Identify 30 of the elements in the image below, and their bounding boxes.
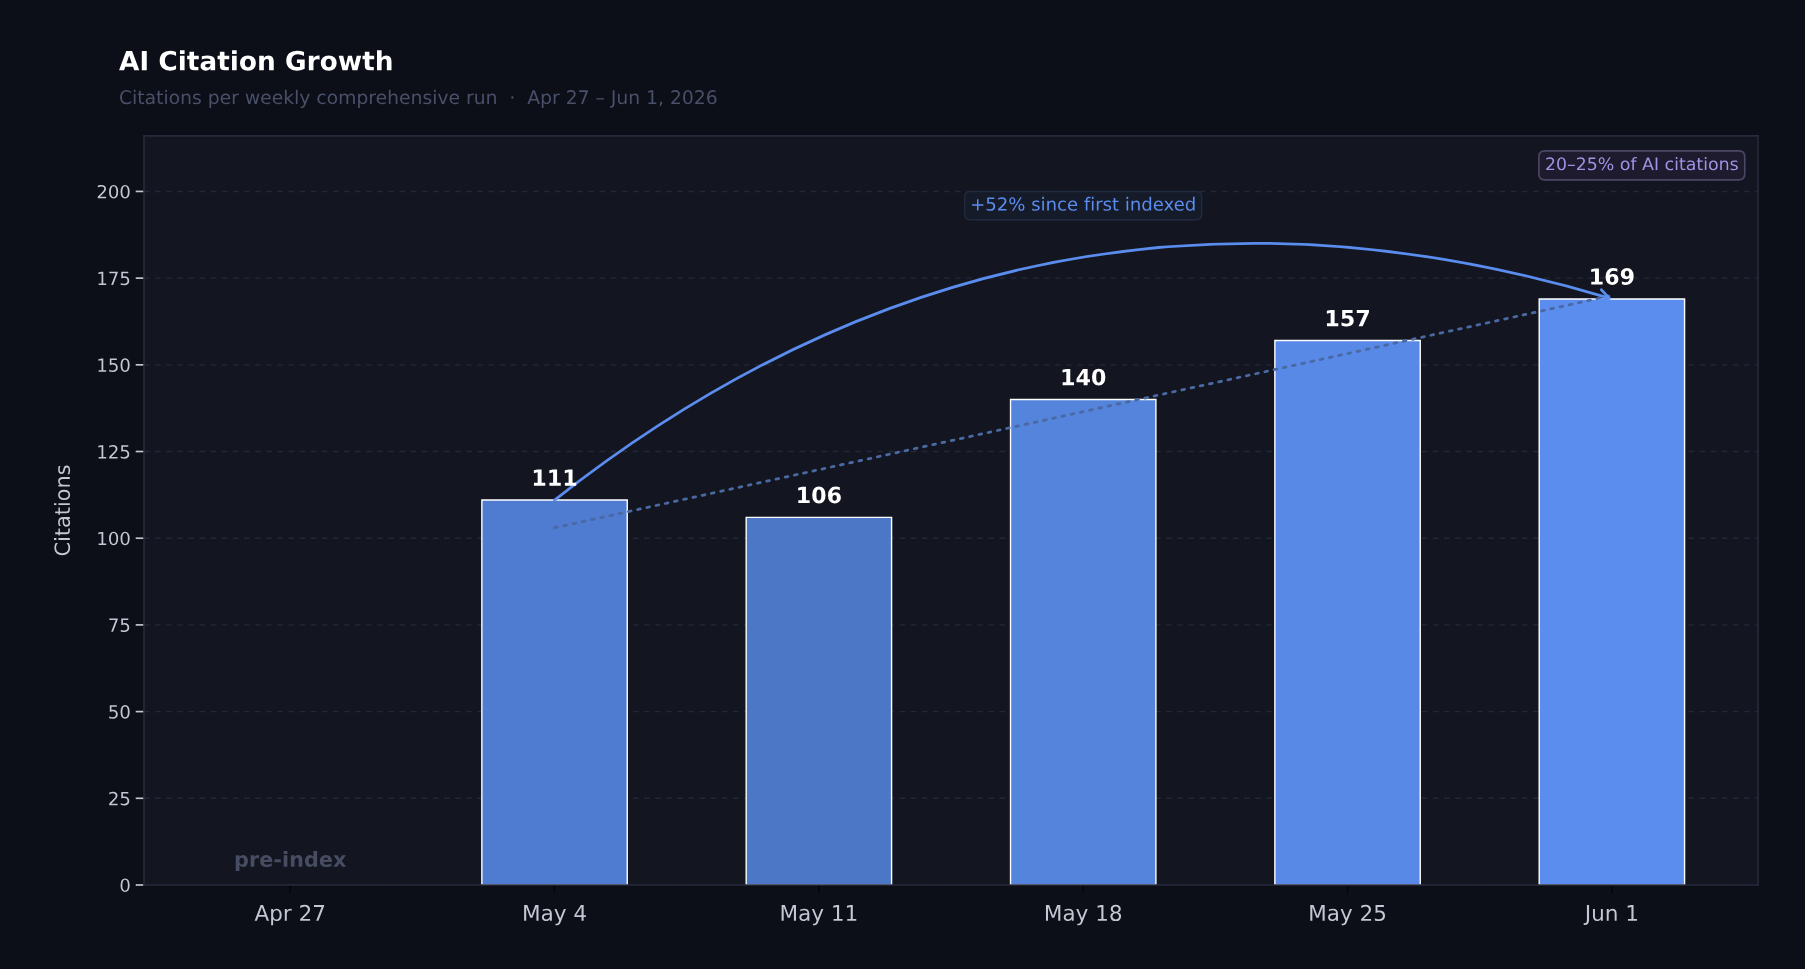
data-label: 111 <box>533 469 577 486</box>
bar <box>745 516 893 885</box>
chart-title: AI Citation Growth <box>119 50 392 71</box>
x-tick-label: May 25 <box>1310 904 1386 926</box>
x-tick-label: Apr 27 <box>254 904 325 926</box>
x-tick-label: May 4 <box>524 905 586 926</box>
y-tick-label: 0 <box>120 878 130 893</box>
x-tick-label: May 11 <box>781 905 857 926</box>
annotation: pre-index <box>235 850 347 872</box>
y-tick-label: 100 <box>98 531 130 546</box>
chart-subtitle: Citations per weekly comprehensive run · Apr 27 – Jun 1, 2026 <box>120 89 717 108</box>
y-axis-title: Citations <box>54 465 71 556</box>
y-tick-label: 25 <box>109 791 130 806</box>
x-tick-label: May 18 <box>1045 904 1122 926</box>
y-tick-label: 150 <box>98 358 130 372</box>
data-label: 157 <box>1326 310 1369 327</box>
data-label: 169 <box>1591 268 1634 285</box>
y-tick-label: 200 <box>97 184 130 199</box>
x-tick-label: Jun 1 <box>1583 905 1637 926</box>
annotation: 20–25% of AI citations <box>1546 156 1738 171</box>
data-label: 140 <box>1062 368 1106 386</box>
bar <box>1009 398 1157 885</box>
y-tick-label: 50 <box>109 705 130 719</box>
bar <box>481 499 628 885</box>
annotation: +52% since first indexed <box>972 196 1195 211</box>
y-tick-label: 75 <box>109 618 130 633</box>
y-tick-label: 125 <box>98 444 130 459</box>
y-tick-label: 175 <box>98 271 130 286</box>
data-label: 106 <box>798 486 841 504</box>
bar <box>1274 339 1421 885</box>
